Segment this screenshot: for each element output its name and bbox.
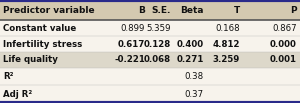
Text: 0.128: 0.128 (143, 40, 171, 49)
Text: -0.221: -0.221 (114, 56, 145, 64)
Text: 0.168: 0.168 (215, 24, 240, 33)
Text: B: B (138, 6, 145, 15)
Bar (0, 20, 300, 36)
Text: P: P (290, 6, 297, 15)
Text: 0.617: 0.617 (118, 40, 145, 49)
Text: 0.001: 0.001 (270, 56, 297, 64)
Bar (0, 68, 300, 85)
Text: Predictor variable: Predictor variable (3, 6, 94, 15)
Text: Constant value: Constant value (3, 24, 76, 33)
Text: Adj R²: Adj R² (3, 90, 32, 99)
Text: 0.068: 0.068 (144, 56, 171, 64)
Text: 4.812: 4.812 (212, 40, 240, 49)
Text: 0.38: 0.38 (184, 72, 204, 81)
Bar (0, 52, 300, 68)
Text: Beta: Beta (180, 6, 204, 15)
Text: Life quality: Life quality (3, 56, 58, 64)
Text: 0.000: 0.000 (270, 40, 297, 49)
Text: R²: R² (3, 72, 13, 81)
Text: 0.271: 0.271 (176, 56, 204, 64)
Text: 0.400: 0.400 (177, 40, 204, 49)
Bar (0, 36, 300, 52)
Text: 0.867: 0.867 (272, 24, 297, 33)
Text: 0.899: 0.899 (121, 24, 145, 33)
Text: 3.259: 3.259 (212, 56, 240, 64)
Bar (0, 85, 300, 103)
Bar (0, 0, 300, 20)
Text: 5.359: 5.359 (146, 24, 171, 33)
Text: S.E.: S.E. (151, 6, 171, 15)
Text: Infertility stress: Infertility stress (3, 40, 82, 49)
Text: T: T (233, 6, 240, 15)
Text: 0.37: 0.37 (184, 90, 204, 99)
